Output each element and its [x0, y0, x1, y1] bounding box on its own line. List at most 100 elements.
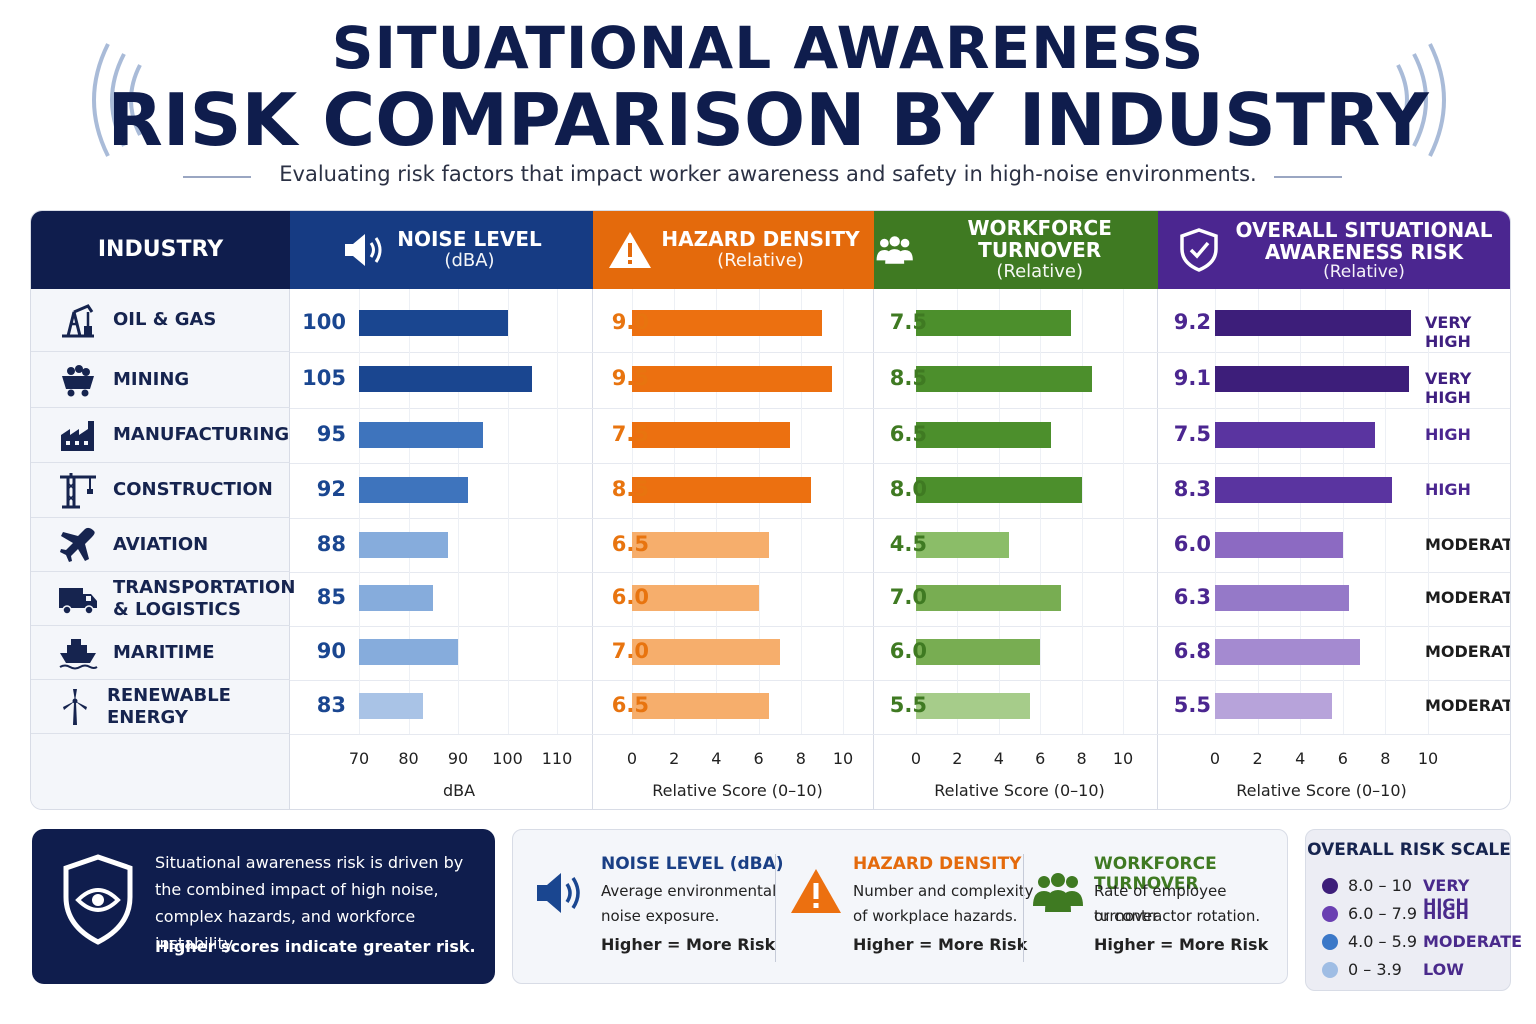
axis-tick-label: 6	[1035, 749, 1046, 768]
gridline	[1040, 289, 1042, 734]
legend-hazard-title: HAZARD DENSITY	[853, 854, 1022, 874]
header-industry: INDUSTRY	[31, 211, 290, 289]
bar	[632, 422, 791, 448]
axis-tick-label: 10	[1112, 749, 1134, 768]
legend-turnover-desc-1: Rate of employee turnover	[1094, 882, 1227, 925]
value-label: 6.5	[611, 693, 649, 717]
axis-tick-label: 8	[1076, 749, 1087, 768]
bar	[359, 310, 508, 336]
risk-level-label: MODERATE	[1425, 588, 1510, 607]
row-divider	[290, 680, 1510, 681]
legend-divider	[1023, 854, 1024, 962]
subtitle: Evaluating risk factors that impact work…	[279, 162, 1257, 186]
axis-tick-label: 6	[753, 749, 764, 768]
risk-scale-label: LOW	[1423, 960, 1464, 979]
risk-scale-row: 0 – 3.9	[1322, 960, 1402, 979]
gridline	[916, 289, 917, 734]
header-noise-sub: (dBA)	[444, 250, 495, 271]
info-text: Situational awareness risk is driven by …	[155, 853, 464, 953]
row-divider	[290, 734, 1510, 735]
bar	[916, 532, 1010, 558]
legend-turnover-title: WORKFORCE TURNOVER	[1094, 854, 1217, 894]
industry-label: TRANSPORTATION & LOGISTICS	[113, 576, 296, 620]
bar	[632, 693, 770, 719]
gridline	[957, 289, 959, 734]
bar	[1215, 422, 1375, 448]
bar	[632, 366, 833, 392]
axis-tick-label: 100	[492, 749, 523, 768]
legend-noise-desc-2: noise exposure.	[601, 907, 720, 925]
gridline	[507, 289, 509, 734]
value-label: 92	[316, 477, 346, 501]
value-label: 105	[302, 366, 346, 390]
value-label: 88	[316, 532, 346, 556]
industry-row: TRANSPORTATION & LOGISTICS	[31, 572, 296, 626]
axis-tick-label: 110	[541, 749, 573, 768]
gridline	[632, 289, 633, 734]
value-label: 9.1	[1173, 366, 1211, 390]
bar	[1215, 693, 1333, 719]
axis-tick-label: 4	[1295, 749, 1306, 768]
axis-tick-label: 10	[832, 749, 854, 768]
speaker-icon	[537, 873, 580, 913]
risk-color-dot	[1322, 961, 1338, 978]
column-separator	[592, 289, 593, 809]
legend-hazard-hint: Higher = More Risk	[853, 935, 1028, 954]
industry-row: MARITIME	[31, 626, 290, 680]
axis-tick-label: 2	[1252, 749, 1263, 768]
industry-row: RENEWABLE ENERGY	[31, 680, 290, 734]
value-label: 7.5	[611, 422, 649, 446]
value-label: 4.5	[889, 532, 927, 556]
header-overall: OVERALL SITUATIONAL AWARENESS RISK (Relati…	[1158, 211, 1510, 289]
sound-waves-left-icon	[92, 43, 142, 157]
shield-eye-icon	[63, 854, 133, 945]
bar	[359, 639, 458, 665]
metric-legend: NOISE LEVEL (dBA) Average environmental …	[512, 829, 1288, 984]
header-industry-label: INDUSTRY	[97, 237, 224, 262]
gridline	[408, 289, 410, 734]
bar	[359, 366, 533, 392]
gridline	[1385, 289, 1387, 734]
title-line-1: SITUATIONAL AWARENESS	[331, 14, 1205, 82]
value-label: 100	[302, 310, 346, 334]
risk-level-label: MODERATE	[1425, 696, 1510, 715]
industry-row: AVIATION	[31, 518, 290, 572]
legend-noise-title: NOISE LEVEL (dBA)	[601, 854, 784, 874]
gridline	[359, 289, 360, 734]
industry-label: MANUFACTURING	[113, 424, 290, 445]
axis-label: Relative Score (0–10)	[1236, 781, 1407, 800]
info-panel: Situational awareness risk is driven by …	[32, 829, 495, 984]
risk-level-label: MODERATE	[1425, 535, 1510, 554]
bar	[916, 585, 1061, 611]
axis-tick-label: 4	[993, 749, 1004, 768]
axis-tick-label: 2	[669, 749, 680, 768]
gridline	[716, 289, 718, 734]
oil-rig-icon	[55, 300, 101, 340]
legend-hazard-desc-1: Number and complexity	[853, 882, 1034, 900]
risk-scale-label: HIGH	[1423, 904, 1469, 923]
header-hazard: HAZARD DENSITY (Relative)	[593, 211, 874, 289]
header-noise: NOISE LEVEL (dBA)	[290, 211, 593, 289]
risk-scale-row: 4.0 – 5.9	[1322, 932, 1417, 951]
gridline	[758, 289, 760, 734]
row-divider	[290, 518, 1510, 519]
axis-tick-label: 2	[952, 749, 963, 768]
value-label: 9.2	[1173, 310, 1211, 334]
industry-row: MANUFACTURING	[31, 408, 290, 463]
column-separator	[1157, 289, 1158, 809]
gridline	[1300, 289, 1302, 734]
bar	[359, 477, 468, 503]
axis-label: Relative Score (0–10)	[934, 781, 1105, 800]
header-turnover-title: WORKFORCE TURNOVER	[967, 216, 1112, 262]
airplane-icon	[55, 525, 101, 565]
gridline	[1123, 289, 1124, 734]
bar	[916, 639, 1041, 665]
industry-column: OIL & GAS MINING MANUFACTURING CONSTRUCTION…	[31, 289, 296, 809]
legend-turnover-desc-2: or contractor rotation.	[1094, 907, 1261, 925]
value-label: 5.5	[889, 693, 927, 717]
value-label: 7.5	[889, 310, 927, 334]
value-label: 6.8	[1173, 639, 1211, 663]
legend-divider	[775, 854, 776, 962]
sound-waves-right-icon	[1396, 43, 1446, 157]
value-label: 7.5	[1173, 422, 1211, 446]
